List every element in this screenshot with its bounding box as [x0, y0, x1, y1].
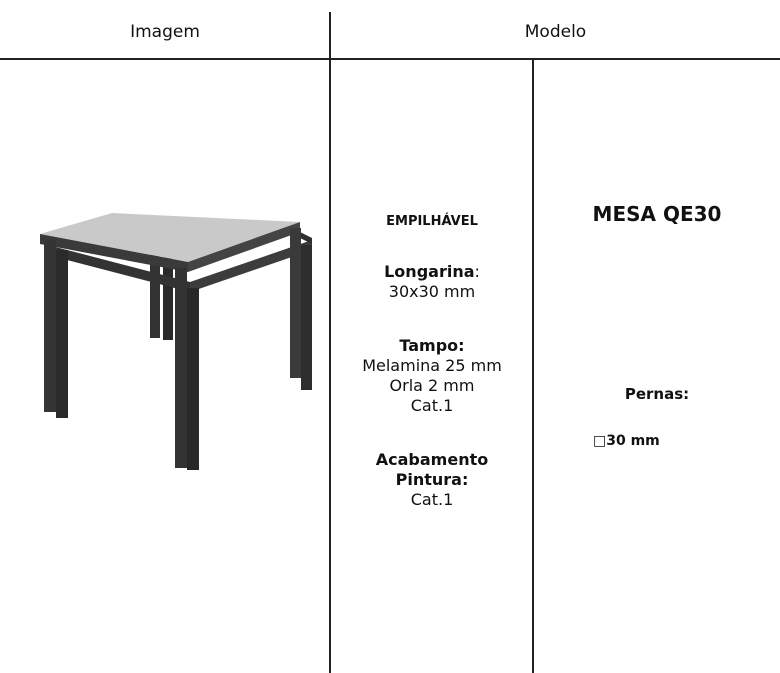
table-image	[40, 213, 312, 470]
spec-label: Longarina	[384, 262, 475, 281]
spec-colon: :	[474, 262, 480, 281]
column-header: Imagem	[130, 22, 200, 42]
spec-label: Tampo:	[399, 336, 465, 355]
model-name: MESA QE30	[592, 202, 722, 226]
legs-label: Pernas:	[624, 385, 690, 403]
spec-label: Longarina:	[331, 262, 533, 282]
spec-value: 30x30 mm	[388, 282, 476, 301]
column-header: Modelo	[524, 22, 587, 42]
spec-value: Cat.1	[410, 396, 454, 415]
spec-label: Acabamento	[375, 450, 489, 469]
legs-value: □30 mm	[593, 433, 660, 449]
spec-value: Melamina 25 mm	[362, 356, 502, 375]
spec-value: Orla 2 mm	[389, 376, 475, 395]
stackable: EMPILHÁVEL	[386, 214, 478, 229]
spec-label: Pintura:	[395, 470, 469, 489]
spec-value: Cat.1	[410, 490, 454, 509]
